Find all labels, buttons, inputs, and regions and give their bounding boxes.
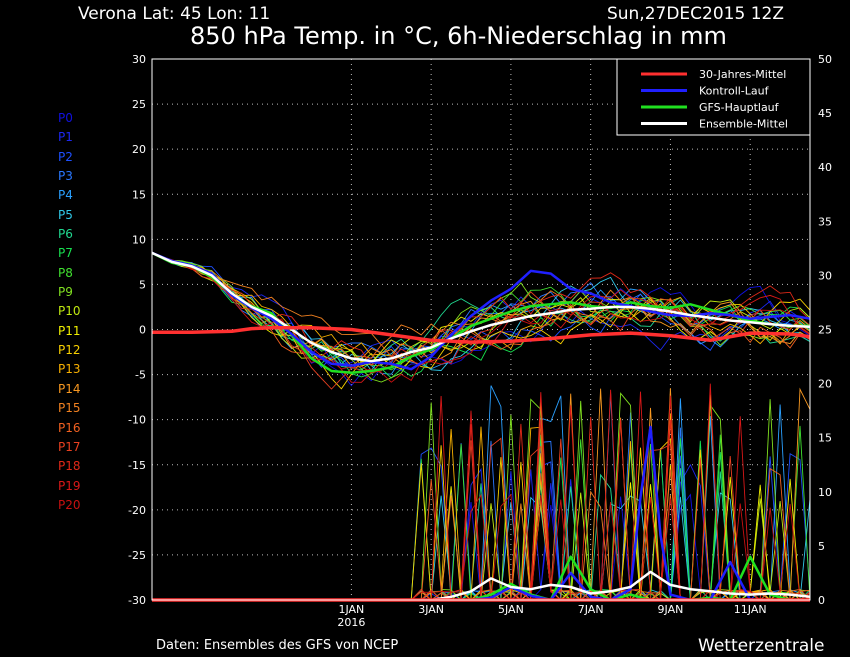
member-label-p4: P4 (58, 188, 73, 203)
x-tick-label: 11JAN (734, 603, 767, 616)
y-left-tick-label: -5 (135, 369, 146, 382)
member-label-p19: P19 (58, 478, 81, 493)
series-temp--jahres-mittel (152, 325, 811, 344)
ensemble-precip-line-p14 (152, 387, 811, 601)
chart-axes: 302520151050-5-10-15-20-25-3050454035302… (128, 53, 832, 629)
ensemble-precip-line-p17 (152, 437, 811, 602)
y-right-tick-label: 35 (818, 215, 832, 228)
member-label-p0: P0 (58, 111, 73, 125)
y-right-tick-label: 45 (818, 107, 832, 120)
member-label-p2: P2 (58, 149, 73, 164)
ensemble-precip-line-p12 (152, 437, 810, 601)
y-left-tick-label: 20 (132, 143, 146, 156)
member-label-p9: P9 (58, 285, 73, 300)
member-label-p7: P7 (58, 246, 73, 261)
member-label-p11: P11 (58, 323, 81, 338)
y-right-tick-label: 5 (818, 540, 825, 553)
x-tick-label: 5JAN (498, 603, 524, 616)
ensemble-member-list: P0 P1 P2 P3 P4 P5 P6 P7 P8 P9 P10 P11 P12 P13 P14 P15 P1… (58, 109, 81, 515)
y-right-tick-label: 15 (818, 432, 832, 445)
member-label-p5: P5 (58, 207, 73, 222)
chart-title: 850 hPa Temp. in °C, 6h-Niederschlag in … (190, 22, 727, 50)
legend-label: GFS-Hauptlauf (699, 101, 780, 114)
y-left-tick-label: -30 (128, 594, 146, 607)
y-left-tick-label: -15 (128, 459, 146, 472)
member-label-p16: P16 (58, 420, 81, 435)
member-label-p10: P10 (58, 304, 81, 319)
ensemble-temp-line-p1 (151, 252, 811, 365)
legend-label: Ensemble-Mittel (699, 118, 788, 131)
ensemble-temp-line-p8 (151, 252, 811, 371)
member-label-p1: P1 (58, 130, 73, 145)
legend-label: Kontroll-Lauf (699, 85, 770, 98)
y-left-tick-label: -20 (128, 504, 146, 517)
x-tick-label: 9JAN (658, 603, 684, 616)
member-label-p15: P15 (58, 401, 81, 416)
series-temp-kontroll-lauf (151, 251, 811, 371)
y-left-tick-label: 0 (139, 324, 146, 337)
series-precip-kontroll-lauf (152, 425, 810, 602)
ensemble-precip-line-p7 (152, 438, 811, 602)
series-precip-ensemble-mittel (152, 570, 811, 602)
y-right-tick-label: 30 (818, 269, 832, 282)
y-right-tick-label: 40 (818, 161, 832, 174)
y-left-tick-label: 10 (132, 233, 146, 246)
series-temp-gfs-hauptlauf (151, 251, 810, 375)
member-label-p14: P14 (58, 381, 81, 396)
member-label-p13: P13 (58, 362, 81, 377)
member-label-p20: P20 (58, 497, 81, 512)
series-precip-gfs-hauptlauf (152, 555, 810, 602)
member-label-p6: P6 (58, 227, 73, 242)
series-temp-ensemble-mittel (151, 251, 811, 363)
ensemble-temp-line-p17 (151, 252, 811, 390)
brand-label: Wetterzentrale (698, 636, 825, 656)
x-tick-label: 1JAN (338, 603, 364, 616)
y-left-tick-label: 30 (132, 53, 146, 66)
member-label-p12: P12 (58, 343, 81, 358)
legend-label: 30-Jahres-Mittel (699, 68, 786, 81)
y-left-tick-label: -10 (128, 414, 146, 427)
x-tick-label: 7JAN (578, 603, 604, 616)
y-right-tick-label: 0 (818, 594, 825, 607)
main-series-lines (151, 251, 811, 602)
y-right-tick-label: 20 (818, 378, 832, 391)
ensemble-precip-line-p18 (152, 416, 811, 601)
y-left-tick-label: 25 (132, 98, 146, 111)
y-left-tick-label: 15 (132, 188, 146, 201)
plot-frame (151, 58, 811, 601)
y-right-tick-label: 25 (818, 324, 832, 337)
chart-legend: 30-Jahres-Mittel Kontroll-Lauf GFS-Hauptla… (616, 58, 811, 136)
y-right-tick-label: 50 (818, 53, 832, 66)
y-left-tick-label: 5 (139, 278, 146, 291)
model-run-label: Sun,27DEC2015 12Z (606, 4, 784, 24)
ensemble-precip-line-p8 (152, 425, 811, 601)
x-year-label: 2016 (337, 616, 365, 629)
member-label-p3: P3 (58, 169, 73, 184)
station-label: Verona Lat: 45 Lon: 11 (78, 4, 271, 24)
y-left-tick-label: -25 (128, 549, 146, 562)
data-source-label: Daten: Ensembles des GFS von NCEP (156, 638, 399, 653)
y-right-tick-label: 10 (818, 486, 832, 499)
member-label-p17: P17 (58, 439, 81, 454)
member-label-p8: P8 (58, 265, 73, 280)
x-tick-label: 3JAN (418, 603, 444, 616)
member-label-p18: P18 (58, 459, 81, 474)
